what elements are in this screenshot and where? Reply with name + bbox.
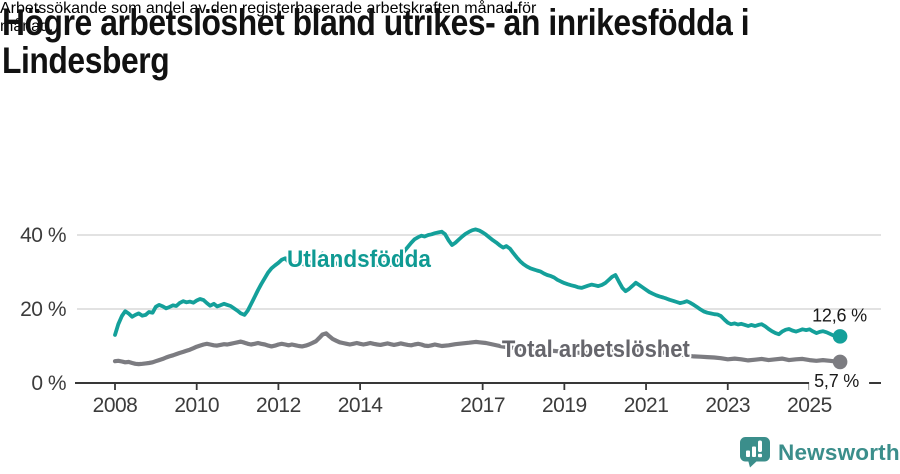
chart-header: Högre arbetslöshet bland utrikes- än inr… xyxy=(0,0,900,80)
page-title: Högre arbetslöshet bland utrikes- än inr… xyxy=(2,2,750,81)
page-title-line-2: Lindesberg xyxy=(2,40,170,81)
y-axis-label-20: 20 % xyxy=(20,298,66,321)
utlandsfodda-series-label: Utlandsfödda xyxy=(287,246,432,273)
x-axis-label-2023: 2023 xyxy=(705,394,750,417)
total-end-value-label: 5,7 % xyxy=(814,371,859,391)
total-end-dot xyxy=(832,354,848,370)
x-axis-label-2021: 2021 xyxy=(624,394,669,417)
total-line xyxy=(112,331,843,367)
utlandsfodda-end-value-label: 12,6 % xyxy=(812,305,867,325)
utlandsfodda-end-dot xyxy=(832,329,848,344)
x-axis-label-2012: 2012 xyxy=(256,394,301,417)
x-axis-label-2008: 2008 xyxy=(93,394,138,417)
x-axis-label-2017: 2017 xyxy=(460,394,505,417)
utlandsfodda-line xyxy=(113,227,842,339)
chart-subtitle-line-2: månad. xyxy=(0,18,54,35)
x-axis-label-2010: 2010 xyxy=(174,394,219,417)
y-axis-label-0: 0 % xyxy=(31,372,66,395)
newsworthy-logo-text: Newsworthy xyxy=(778,439,900,465)
y-axis-label-40: 40 % xyxy=(20,224,66,247)
total-end-label-bg xyxy=(809,371,870,392)
newsworthy-logo-icon xyxy=(740,437,770,468)
x-axis-label-2025: 2025 xyxy=(787,394,832,417)
unemployment-line-chart: 0 % 20 % 40 % 2008 2010 2012 2014 2017 2019 2021 2… xyxy=(20,224,881,417)
chart-subtitle-line-1: Arbetssökande som andel av den registerb… xyxy=(0,0,537,17)
page-title-line-1: Högre arbetslöshet bland utrikes- än inr… xyxy=(2,2,750,43)
total-series-label: Total arbetslöshet xyxy=(502,336,690,363)
x-axis-label-2019: 2019 xyxy=(542,394,587,417)
newsworthy-logo[interactable]: Newsworthy xyxy=(740,437,900,468)
x-axis-label-2014: 2014 xyxy=(338,394,384,417)
